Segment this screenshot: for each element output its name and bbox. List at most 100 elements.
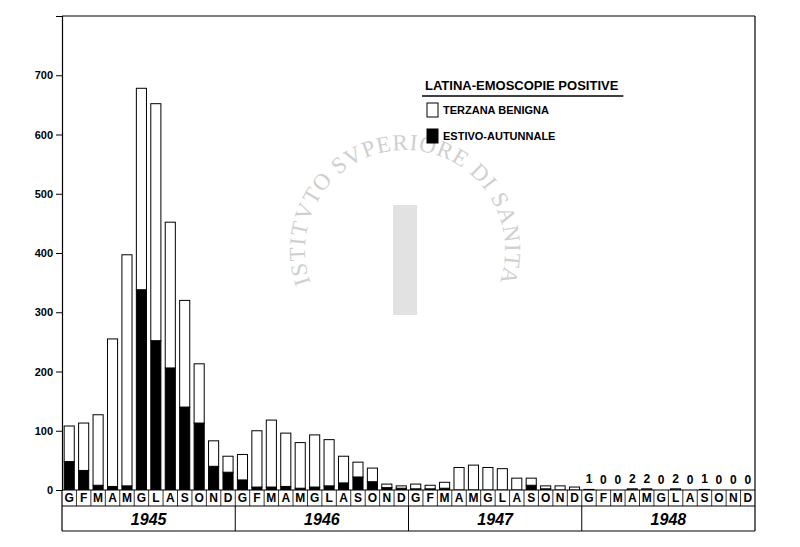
frame-top (62, 15, 755, 16)
y-tick-label: 100 (35, 425, 53, 437)
category-divider (422, 490, 423, 506)
x-tick-label: N (209, 491, 218, 505)
bar (237, 454, 247, 479)
bar (107, 339, 117, 487)
bar (165, 368, 175, 490)
data-label: 0 (744, 473, 751, 487)
bar (454, 467, 464, 490)
x-tick: G (411, 491, 420, 505)
bar (353, 477, 363, 490)
x-tick: A (512, 491, 521, 505)
data-label: 2 (672, 472, 679, 486)
bar (555, 486, 565, 490)
x-tick-label: O (714, 491, 723, 505)
category-divider (466, 490, 467, 506)
x-tick: G (137, 491, 146, 505)
x-tick: N (383, 491, 392, 505)
category-divider (437, 490, 438, 506)
bar (252, 431, 262, 487)
y-tick: 400 (35, 247, 62, 259)
x-tick-label: L (325, 491, 332, 505)
y-tick: 300 (35, 306, 62, 318)
category-divider (350, 490, 351, 506)
bar (266, 420, 276, 487)
data-label: 2 (643, 472, 650, 486)
bar (194, 364, 204, 423)
x-tick-label: G (656, 491, 665, 505)
category-divider (668, 490, 669, 506)
bar (526, 478, 536, 485)
category-divider (249, 490, 250, 506)
x-tick-label: M (642, 491, 652, 505)
bar (512, 478, 522, 490)
category-divider (321, 490, 322, 506)
bar (93, 485, 103, 490)
x-tick-label: S (354, 491, 362, 505)
category-divider (148, 490, 149, 506)
y-tick: 700 (35, 69, 62, 81)
y-tick-label: 600 (35, 129, 53, 141)
y-tick: 100 (35, 425, 62, 437)
y-tick-mark (56, 431, 62, 432)
bar (440, 482, 450, 488)
x-tick-label: M (440, 491, 450, 505)
bar (526, 485, 536, 490)
x-tick-label: F (600, 491, 607, 505)
frame-right (754, 16, 755, 531)
category-divider (119, 490, 120, 506)
x-tick-label: M (266, 491, 276, 505)
data-label: 0 (615, 473, 622, 487)
category-divider (726, 490, 727, 506)
year-label: 1946 (304, 511, 340, 528)
x-tick: M (613, 491, 623, 505)
bar (122, 255, 132, 486)
data-label: 2 (629, 472, 636, 486)
category-divider (524, 490, 525, 506)
frame-left-lower (61, 490, 62, 531)
legend-swatch (427, 103, 438, 117)
x-tick: A (166, 491, 175, 505)
x-tick: G (238, 491, 247, 505)
category-divider (264, 490, 265, 506)
data-label: 0 (658, 473, 665, 487)
y-tick: 600 (35, 129, 62, 141)
year-divider (235, 506, 236, 531)
bar (338, 483, 348, 490)
data-label: 1 (701, 472, 708, 486)
x-tick: S (181, 491, 189, 505)
x-tick: N (209, 491, 218, 505)
x-tick: O (541, 491, 550, 505)
x-tick: L (499, 491, 506, 505)
x-tick: D (397, 491, 406, 505)
y-tick: 500 (35, 188, 62, 200)
x-tick-label: G (65, 491, 74, 505)
x-tick: L (152, 491, 159, 505)
category-divider (711, 490, 712, 506)
bar (281, 433, 291, 486)
y-tick: 200 (35, 366, 62, 378)
x-tick-label: F (80, 491, 87, 505)
x-tick: A (686, 491, 695, 505)
x-tick-label: A (108, 491, 117, 505)
x-tick: F (253, 491, 260, 505)
bar (324, 440, 334, 486)
y-tick-label: 700 (35, 69, 53, 81)
title: LATINA-EMOSCOPIE POSITIVE (425, 78, 619, 93)
x-tick-label: D (743, 491, 752, 505)
year-divider (408, 506, 409, 531)
bars (64, 88, 709, 490)
x-tick-label: L (152, 491, 159, 505)
legend: LATINA-EMOSCOPIE POSITIVETERZANA BENIGNA… (422, 78, 623, 143)
category-divider (509, 490, 510, 506)
x-tick-label: G (411, 491, 420, 505)
x-tick-label: M (295, 491, 305, 505)
bar (425, 485, 435, 489)
x-tick: N (729, 491, 738, 505)
x-tick: O (714, 491, 723, 505)
x-tick-label: G (310, 491, 319, 505)
x-tick-label: O (541, 491, 550, 505)
x-tick: M (440, 491, 450, 505)
bar (483, 467, 493, 490)
bar (223, 472, 233, 490)
legend-label: ESTIVO-AUTUNNALE (443, 130, 555, 142)
